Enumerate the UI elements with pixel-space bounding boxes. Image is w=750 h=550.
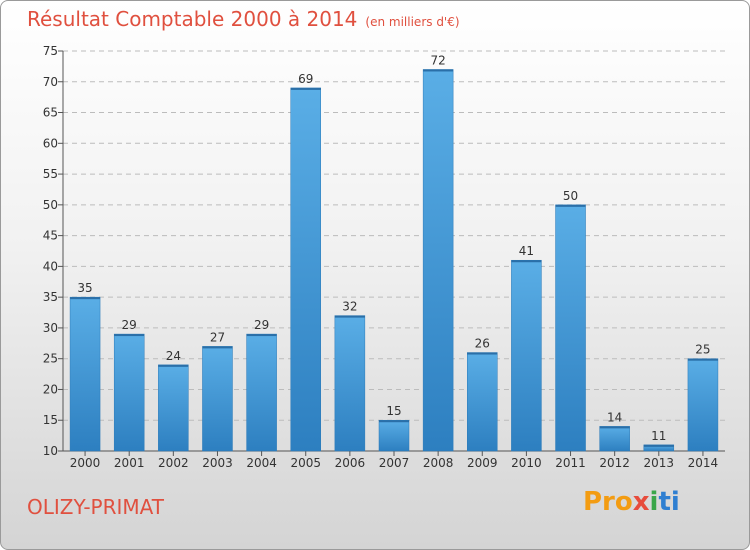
y-tick-label: 55 [43,167,58,181]
x-tick-label: 2005 [290,456,321,470]
bar-2011 [555,204,586,452]
y-tick-label: 50 [43,198,58,212]
bar-2004 [246,333,277,452]
bar-cap-2013 [643,444,674,447]
bar-2000 [69,296,101,452]
x-tick-label: 2002 [158,456,189,470]
chart-subtitle: (en milliers d'€) [365,15,460,29]
x-tick-label: 2003 [202,456,233,470]
data-label: 35 [77,281,92,295]
x-tick-label: 2000 [70,456,101,470]
bar-cap-2004 [246,334,277,337]
x-tick-label: 2009 [467,456,498,470]
x-tick-label: 2007 [379,456,410,470]
bar-cap-2011 [555,204,586,207]
proxiti-logo[interactable]: Proxiti [583,487,680,517]
bar-2002 [158,364,189,452]
bar-cap-2014 [687,358,718,361]
bar-cap-2005 [290,87,321,90]
bar-cap-2012 [599,426,630,429]
y-tick-label: 65 [43,106,58,120]
y-tick-label: 10 [43,444,58,458]
logo-part-4: ti [658,487,680,517]
logo-part-3: i [649,487,659,517]
x-tick-label: 2013 [644,456,675,470]
x-tick-label: 2006 [335,456,366,470]
bar-cap-2009 [467,352,498,355]
y-tick-label: 75 [43,44,58,58]
axes [58,50,725,456]
x-tick-label: 2011 [555,456,586,470]
bar-2009 [467,352,498,452]
bar-2010 [511,259,542,452]
y-tick-label: 45 [43,229,58,243]
x-tick-label: 2004 [246,456,277,470]
y-tick-label: 70 [43,75,58,89]
y-tick-label: 35 [43,290,58,304]
data-label: 69 [298,72,313,86]
bar-2008 [422,69,454,452]
data-label: 72 [430,53,445,67]
bar-cap-2000 [70,297,101,300]
bar-2005 [290,87,321,452]
bar-cap-2002 [158,364,189,367]
data-label: 14 [607,410,622,424]
bar-2012 [599,426,630,452]
x-tick-label: 2008 [423,456,454,470]
data-label: 24 [166,349,181,363]
data-label: 41 [519,244,534,258]
data-label: 15 [386,404,401,418]
y-tick-label: 60 [43,136,58,150]
bar-cap-2001 [114,334,145,337]
y-tick-label: 30 [43,321,58,335]
y-tick-label: 15 [43,413,58,427]
data-label: 11 [651,429,666,443]
y-tick-label: 20 [43,382,58,396]
bar-2003 [202,346,233,452]
bar-cap-2007 [379,420,409,423]
x-tick-label: 2010 [511,456,542,470]
bar-2007 [378,419,410,452]
bar-2006 [334,315,366,452]
bar-2001 [113,333,145,452]
bar-cap-2003 [202,346,233,349]
bar-2014 [687,358,719,452]
data-label: 29 [122,318,137,332]
place-name: OLIZY-PRIMAT [27,495,165,519]
bar-cap-2006 [334,315,365,318]
chart-title: Résultat Comptable 2000 à 2014 (en millie… [27,7,460,31]
data-label: 50 [563,189,578,203]
x-tick-label: 2012 [599,456,630,470]
data-label: 26 [475,337,490,351]
bar-cap-2008 [423,69,454,72]
logo-part-1: Pro [583,487,633,517]
x-tick-label: 2001 [114,456,145,470]
y-tick-label: 40 [43,259,58,273]
data-label: 29 [254,318,269,332]
data-label: 27 [210,330,225,344]
logo-part-2: x [632,487,650,517]
bars [69,69,719,452]
data-label: 25 [695,343,710,357]
y-tick-label: 25 [43,352,58,366]
data-label: 32 [342,300,357,314]
bar-cap-2010 [511,260,542,263]
chart-title-text: Résultat Comptable 2000 à 2014 [27,7,358,31]
x-tick-label: 2014 [688,456,719,470]
labels: 10 15 20 25 30 35 40 45 50 55 60 65 70 75 35 2000 29 2001… [43,44,718,470]
